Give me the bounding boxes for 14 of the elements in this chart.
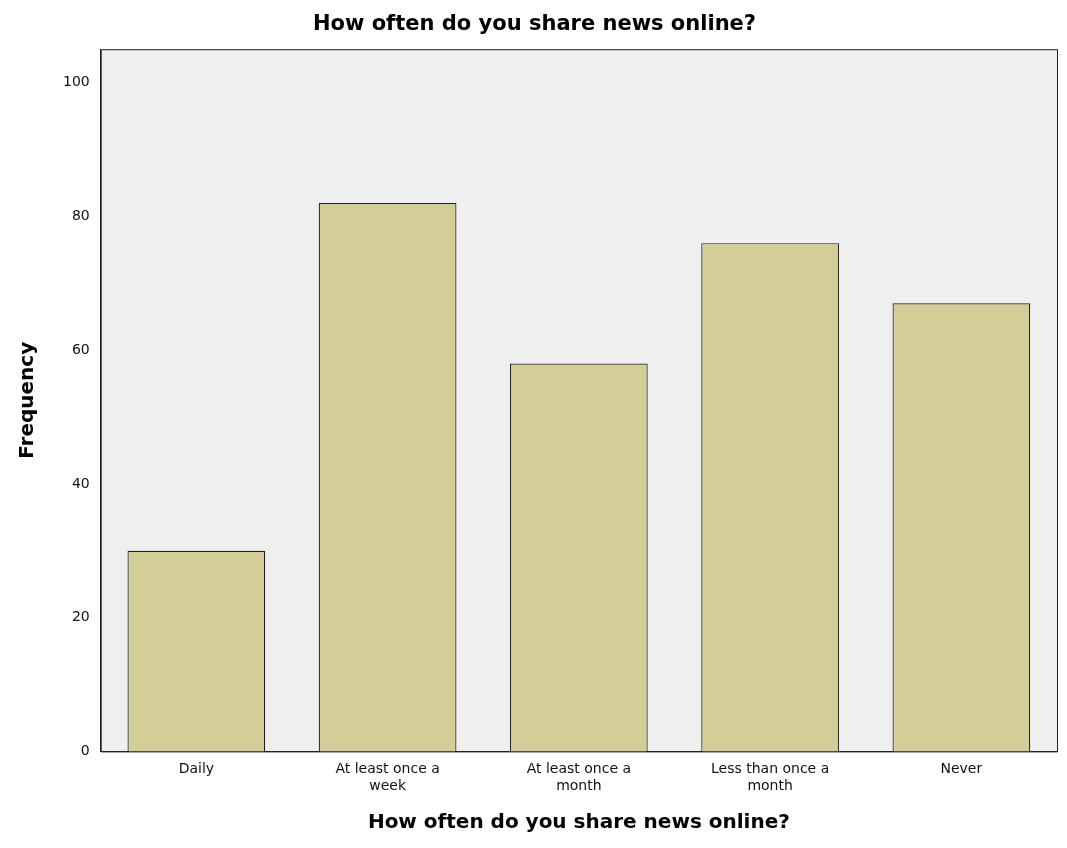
y-tick-label: 20 bbox=[71, 608, 90, 625]
x-tick-label: At least once a week bbox=[335, 760, 440, 794]
x-tick-label: Daily bbox=[178, 760, 215, 777]
y-axis-title: Frequency bbox=[14, 341, 39, 459]
x-tick-label: Less than once a month bbox=[710, 760, 830, 794]
y-tick-label: 80 bbox=[71, 207, 90, 224]
x-tick-label: Never bbox=[940, 760, 983, 777]
y-tick-label: 100 bbox=[62, 73, 90, 90]
x-tick-label: At least once a month bbox=[526, 760, 632, 794]
chart-title: How often do you share news online? bbox=[312, 11, 757, 36]
y-tick-label: 40 bbox=[71, 474, 90, 491]
x-axis-title: How often do you share news online? bbox=[367, 809, 790, 834]
y-tick-label: 60 bbox=[71, 340, 90, 357]
y-tick-label: 0 bbox=[80, 742, 90, 759]
